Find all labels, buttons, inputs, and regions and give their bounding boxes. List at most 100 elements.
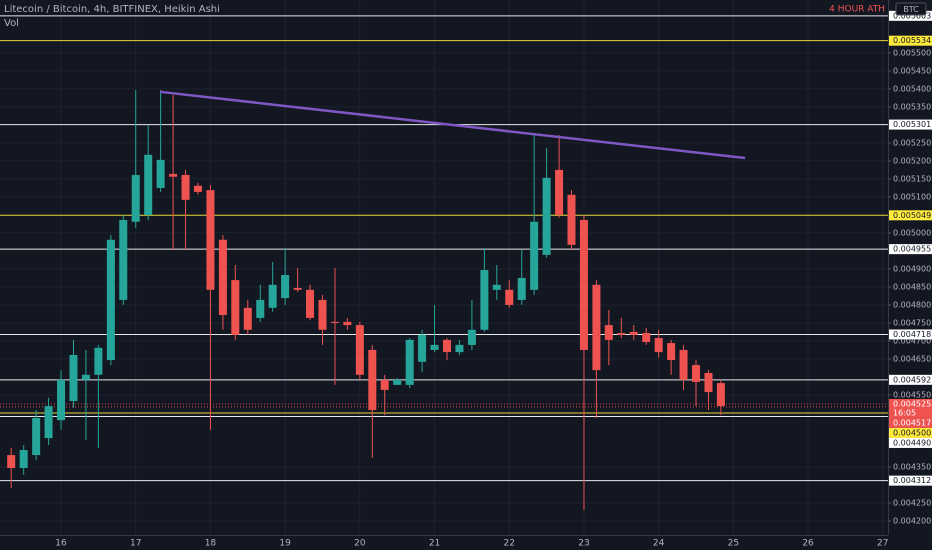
- y-tick-label: 0.004350: [893, 462, 931, 471]
- trendline: [159, 90, 746, 160]
- candle-body: [455, 344, 464, 353]
- level-label: 0.005603: [893, 11, 931, 20]
- level-label: 0.004500: [893, 428, 931, 437]
- currency: BTC: [903, 5, 919, 14]
- candle-body: [44, 406, 53, 439]
- y-tick-label: 0.004700: [893, 336, 931, 345]
- candle-body: [567, 194, 576, 245]
- y-tick-label: 0.005350: [893, 102, 931, 111]
- x-tick-label: 19: [279, 539, 291, 549]
- candle-body: [418, 334, 427, 362]
- candle-body: [530, 221, 539, 290]
- candle-body: [181, 174, 190, 200]
- level-label-box: [889, 417, 932, 428]
- candle-body: [692, 365, 701, 382]
- y-tick-label: 0.004850: [893, 282, 931, 291]
- y-tick-label: 0.005450: [893, 66, 931, 75]
- candle-body: [629, 331, 638, 335]
- y-tick-label: 0.005150: [893, 174, 931, 183]
- y-tick-label: 0.005250: [893, 138, 931, 147]
- y-tick-label: 0.005100: [893, 192, 931, 201]
- level-label-box: [889, 374, 932, 385]
- candles: [7, 90, 746, 511]
- y-tick-label: 0.004800: [893, 300, 931, 309]
- candle-body: [704, 372, 713, 393]
- candle-body: [169, 173, 178, 177]
- y-tick-label: 0.004200: [893, 516, 931, 525]
- level-label: 0.004955: [893, 245, 931, 254]
- candle-body: [119, 219, 128, 300]
- axes: 0.005500 0.005450 0.005400 0.005350 0.005250…: [55, 10, 932, 549]
- candle-body: [57, 379, 66, 421]
- candle-body: [69, 354, 78, 402]
- y-tick-label: 0.004900: [893, 264, 931, 273]
- y-tick-label: 0.005200: [893, 156, 931, 165]
- candle-body: [617, 333, 626, 335]
- level-label-box: [889, 427, 932, 438]
- x-tick-label: 16: [55, 539, 67, 549]
- y-tick-label: 0.004550: [893, 390, 931, 399]
- candle-body: [293, 288, 302, 290]
- candle-body: [330, 321, 339, 323]
- candle-body: [380, 379, 389, 390]
- x-tick-label: 23: [578, 539, 589, 549]
- x-tick-label: 24: [653, 539, 665, 549]
- y-tick-label: 0.005500: [893, 48, 931, 57]
- candle-body: [343, 321, 352, 326]
- candle-body: [592, 284, 601, 371]
- candle-body: [306, 289, 315, 318]
- candle-body: [443, 339, 452, 353]
- level-label-box: [889, 10, 932, 21]
- level-label-box: [889, 119, 932, 130]
- x-tick-label: 22: [504, 539, 515, 549]
- y-tick-label: 0.005400: [893, 84, 931, 93]
- x-tick-label: 20: [354, 539, 366, 549]
- candle-body: [405, 339, 414, 385]
- y-tick-label: 0.004650: [893, 354, 931, 363]
- candle-body: [156, 159, 165, 188]
- y-tick-label: 0.004750: [893, 318, 931, 327]
- candle-body: [206, 190, 215, 290]
- level-label: 0.005534: [893, 36, 931, 45]
- candle-body: [492, 284, 501, 290]
- candle-body: [654, 338, 663, 353]
- candle-body: [256, 299, 265, 318]
- candle-body: [231, 280, 240, 335]
- level-label: 0.004592: [893, 375, 931, 384]
- candle-body: [144, 154, 153, 215]
- candle-body: [480, 270, 489, 330]
- candle-body: [579, 219, 588, 350]
- level-label: 0.004525: [893, 399, 931, 408]
- levels: [0, 15, 888, 482]
- candle-body: [19, 450, 28, 469]
- candle-body: [542, 177, 551, 255]
- level-label-box: [889, 244, 932, 255]
- candle-body: [517, 277, 526, 300]
- candle-body: [393, 379, 402, 385]
- level-label-box: [889, 437, 932, 448]
- candle-body: [32, 417, 41, 456]
- countdown: 16:05: [893, 408, 916, 417]
- candle-body: [430, 344, 439, 350]
- x-tick-label: 26: [802, 539, 814, 549]
- level-label-box: [889, 35, 932, 46]
- candle-body: [131, 174, 140, 222]
- candle-body: [281, 275, 290, 299]
- candle-body: [604, 325, 613, 340]
- x-tick-label: 17: [130, 539, 141, 549]
- candle-body: [268, 284, 277, 308]
- x-tick-label: 18: [205, 539, 217, 549]
- level-label-box: [889, 398, 932, 418]
- level-label: 0.004718: [893, 330, 931, 339]
- candle-body: [667, 343, 676, 361]
- x-tick-label: 21: [429, 539, 440, 549]
- candle-body: [716, 383, 725, 407]
- candle-body: [555, 169, 564, 215]
- level-label-box: [889, 475, 932, 486]
- level-label: 0.005301: [893, 120, 931, 129]
- candle-body: [94, 347, 103, 375]
- candle-body: [679, 349, 688, 380]
- level-label: 0.004490: [893, 438, 931, 447]
- candle-body: [243, 307, 252, 330]
